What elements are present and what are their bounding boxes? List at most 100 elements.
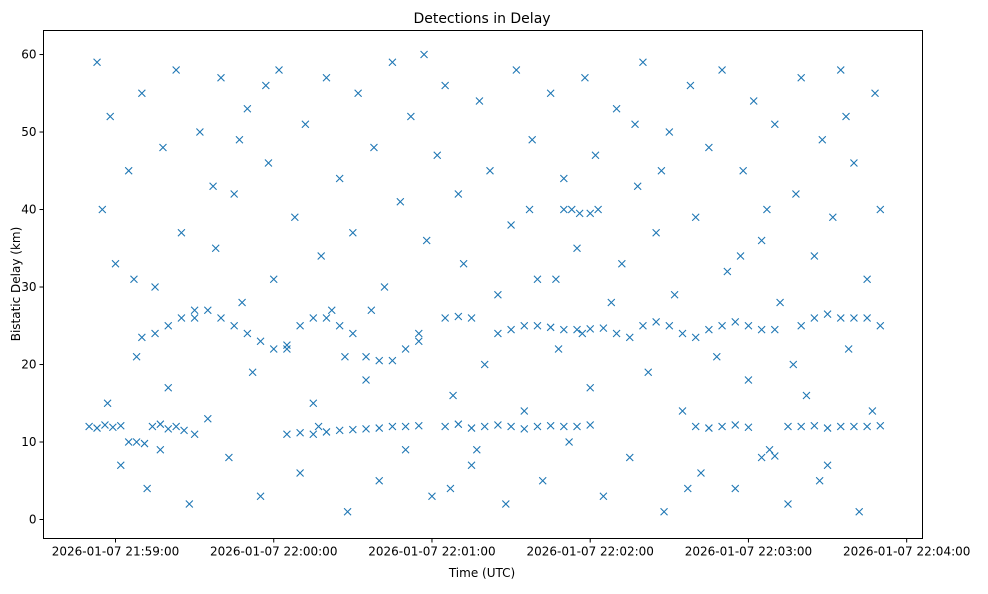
data-point [507,325,515,334]
data-point [172,422,181,431]
data-point [454,190,463,198]
data-point [264,159,273,167]
data-point [697,469,705,477]
data-point [85,422,94,431]
data-point [362,376,370,384]
data-point [739,166,748,175]
data-point [185,500,194,508]
x-axis-ticks: 2026-01-07 21:59:00 2026-01-07 22:00:00 20… [52,538,970,559]
data-point [159,143,167,152]
data-point [309,430,318,439]
data-point [665,128,674,136]
data-point [401,422,410,431]
data-point [375,424,384,432]
data-point [559,205,568,214]
y-tick-label: 20 [21,358,36,372]
data-point [341,352,349,361]
data-point [723,267,732,276]
data-point [243,329,252,338]
data-point [309,399,318,408]
data-point [454,312,463,321]
data-point [731,484,740,493]
data-point [151,329,159,338]
data-point [749,97,758,105]
data-point [106,112,115,121]
y-axis-ticks: 0 10 20 30 40 50 60 [21,48,44,527]
data-point [472,445,481,454]
data-point [863,314,872,322]
data-point [261,81,270,90]
data-point [375,476,384,485]
data-point [586,421,595,429]
x-tick-label: 2026-01-07 22:04:00 [843,545,970,559]
data-point [494,421,502,429]
data-point [757,236,766,245]
data-point [380,283,389,291]
data-point [108,423,117,432]
x-tick-label: 2026-01-07 22:02:00 [526,545,653,559]
data-point [290,213,299,222]
data-point [612,329,621,338]
data-point [335,321,344,330]
data-point [130,275,138,284]
data-point [103,399,112,408]
data-point [148,422,157,431]
data-point [625,333,634,342]
x-tick-label: 2026-01-07 22:01:00 [368,545,495,559]
data-point [296,321,304,330]
data-point [704,143,713,152]
data-point [116,461,125,470]
data-point [406,112,415,121]
data-point [868,407,877,415]
data-point [296,428,304,437]
data-point [876,421,885,430]
data-point [296,469,304,477]
data-point [836,314,845,322]
data-point [876,205,885,214]
data-point [420,50,428,59]
y-tick-label: 60 [21,48,36,62]
data-point [763,205,771,214]
x-axis-label: Time (UTC) [448,566,515,580]
data-point [301,120,310,129]
data-point [797,422,806,431]
data-point [348,228,357,237]
y-tick-label: 10 [21,435,36,449]
data-point [586,383,595,392]
data-point [567,205,576,214]
data-point [546,323,555,332]
data-point [317,252,326,260]
y-tick-label: 50 [21,125,36,139]
data-point [151,283,159,291]
data-point [792,190,800,198]
data-point [575,209,584,218]
data-point [343,507,352,516]
data-point [797,321,806,330]
data-point [238,298,246,307]
data-point [441,81,450,90]
data-point [211,244,220,253]
data-point [190,430,199,439]
data-point [810,314,819,322]
data-point [480,422,489,431]
data-point [573,422,581,431]
data-point [225,453,233,462]
data-point [441,314,450,322]
data-point [573,244,581,253]
data-point [480,360,489,369]
data-point [335,426,344,435]
data-point [140,439,149,448]
data-point [823,310,832,319]
data-point [525,205,534,214]
y-tick-label: 0 [29,513,37,527]
data-point [594,205,603,214]
data-point [217,314,225,322]
data-point [718,321,726,330]
data-point [554,345,563,353]
data-point [348,329,357,338]
data-point [784,422,792,431]
data-point [322,428,331,436]
data-point [678,329,687,338]
data-point [322,73,331,82]
data-point [124,166,133,175]
